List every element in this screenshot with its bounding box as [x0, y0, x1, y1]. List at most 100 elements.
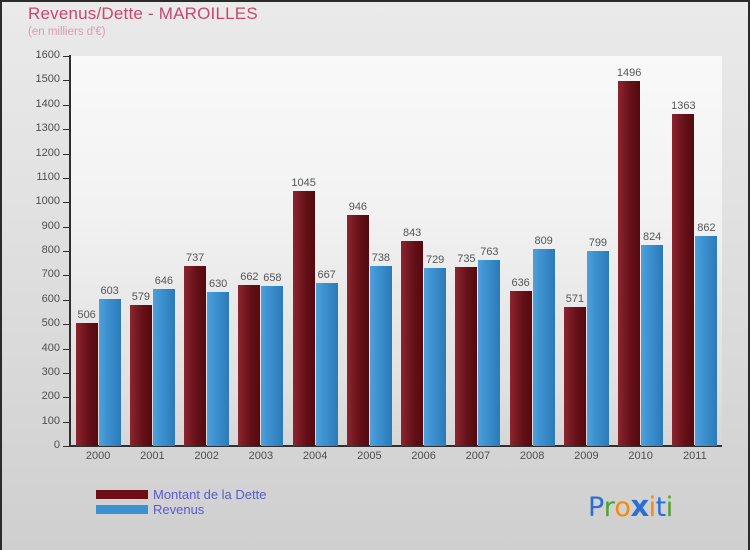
y-axis-tick — [63, 202, 71, 204]
y-axis-label: 0 — [53, 439, 60, 451]
x-axis-line — [69, 445, 722, 447]
bar-value-label: 662 — [240, 270, 259, 283]
logo-letter: x — [630, 489, 649, 523]
legend: Montant de la Dette Revenus — [96, 487, 266, 517]
title-block: Revenus/Dette - MAROILLES (en milliers d… — [28, 4, 258, 40]
bar-group: 843 729 — [401, 56, 447, 446]
logo-letter: o — [614, 492, 631, 523]
bars-layer: 506 603 579 646 737 630 662 658 1045 667 946 738 843… — [71, 56, 722, 446]
bar-value-label: 729 — [425, 254, 445, 267]
bar-value-label: 571 — [565, 292, 585, 305]
x-axis-label-2011: 2011 — [683, 450, 707, 462]
x-axis-label-2004: 2004 — [302, 450, 328, 462]
legend-item-dette[interactable]: Montant de la Dette — [96, 487, 266, 502]
y-axis-label: 1000 — [35, 195, 60, 208]
y-axis-tick — [63, 275, 71, 277]
bar-dette-2001[interactable]: 579 — [129, 291, 152, 446]
bar-dette-2005[interactable]: 946 — [346, 201, 369, 446]
bar-value-label: 735 — [457, 252, 476, 265]
y-axis-label: 400 — [41, 341, 60, 354]
bar-dette-2000[interactable]: 506 — [75, 309, 98, 446]
bar-value-label: 799 — [588, 237, 608, 250]
y-axis-tick — [63, 129, 71, 131]
y-axis-label: 1200 — [35, 146, 60, 159]
bar-dette-2004[interactable]: 1045 — [291, 177, 316, 446]
bar-revenus-2000[interactable]: 603 — [98, 285, 121, 446]
bar-group: 579 646 — [129, 56, 175, 446]
y-axis-tick — [63, 56, 71, 57]
logo-letter: i — [665, 492, 674, 523]
y-axis-tick — [63, 324, 71, 326]
bar-revenus-2005[interactable]: 738 — [369, 252, 392, 446]
bar-value-label: 630 — [208, 278, 228, 291]
bar-dette-2003[interactable]: 662 — [238, 271, 261, 446]
bar-dette-2010[interactable]: 1496 — [617, 67, 641, 446]
bar-group: 946 738 — [346, 56, 392, 446]
y-axis-tick — [63, 80, 71, 82]
chart-subtitle: (en milliers d'€) — [28, 26, 106, 38]
bar-group: 1496 824 — [617, 56, 664, 446]
bar-group: 1363 862 — [671, 56, 718, 446]
y-axis-tick — [63, 299, 71, 301]
bar-dette-2007[interactable]: 735 — [455, 253, 478, 446]
x-axis-label-2000: 2000 — [85, 450, 111, 462]
logo-letter: t — [655, 492, 667, 523]
bar-group: 662 658 — [238, 56, 284, 446]
x-axis-label-2003: 2003 — [248, 450, 274, 462]
bar-value-label: 667 — [317, 269, 336, 282]
legend-label: Montant de la Dette — [153, 487, 267, 502]
bar-revenus-2002[interactable]: 630 — [207, 278, 230, 446]
bar-revenus-2008[interactable]: 809 — [532, 235, 555, 446]
bar-revenus-2007[interactable]: 763 — [478, 246, 501, 446]
legend-item-revenus[interactable]: Revenus — [96, 502, 266, 517]
y-axis-label: 600 — [41, 292, 60, 305]
y-axis-label: 300 — [41, 365, 60, 378]
plot-area — [71, 56, 722, 446]
x-axis-label-2002: 2002 — [194, 450, 219, 462]
bar-revenus-2004[interactable]: 667 — [315, 269, 338, 446]
proxiti-logo: Proxiti — [588, 489, 673, 523]
bar-revenus-2003[interactable]: 658 — [261, 272, 284, 446]
x-axis-label-2006: 2006 — [411, 450, 436, 462]
bar-dette-2008[interactable]: 636 — [509, 277, 532, 446]
y-axis-label: 500 — [41, 317, 60, 330]
legend-swatch-revenus — [96, 505, 148, 514]
bar-value-label: 824 — [642, 231, 662, 244]
y-axis-label: 700 — [41, 268, 60, 281]
y-axis-tick — [63, 153, 71, 155]
logo-letter: r — [603, 492, 615, 523]
bar-value-label: 763 — [480, 246, 499, 259]
bar-value-label: 738 — [371, 252, 391, 265]
bar-value-label: 737 — [185, 252, 205, 265]
x-axis-label-2009: 2009 — [574, 450, 599, 462]
bar-value-label: 1496 — [616, 67, 642, 80]
x-axis-label-2007: 2007 — [465, 450, 491, 462]
bar-dette-2011[interactable]: 1363 — [671, 100, 696, 446]
y-axis-tick — [63, 421, 71, 423]
bar-dette-2002[interactable]: 737 — [184, 252, 207, 446]
x-axis-label-2001: 2001 — [140, 450, 165, 462]
bar-revenus-2011[interactable]: 862 — [695, 222, 718, 446]
logo-letter: i — [648, 492, 657, 523]
y-axis-label: 1300 — [35, 122, 60, 135]
bar-value-label: 1363 — [671, 99, 696, 112]
y-axis-label: 900 — [41, 219, 60, 232]
chart-title: Revenus/Dette - MAROILLES — [28, 4, 258, 23]
y-axis-tick — [63, 348, 71, 350]
y-axis-label: 1600 — [35, 49, 60, 61]
bar-group: 506 603 — [75, 56, 121, 446]
bar-revenus-2001[interactable]: 646 — [152, 275, 175, 446]
bar-value-label: 809 — [534, 234, 553, 247]
bar-value-label: 603 — [100, 285, 119, 298]
bar-value-label: 646 — [154, 274, 174, 287]
bar-dette-2006[interactable]: 843 — [401, 227, 424, 446]
bar-group: 1045 667 — [291, 56, 338, 446]
bar-revenus-2009[interactable]: 799 — [586, 237, 609, 446]
bar-dette-2009[interactable]: 571 — [563, 293, 586, 446]
legend-label: Revenus — [153, 502, 205, 517]
bar-revenus-2006[interactable]: 729 — [424, 254, 447, 446]
y-axis-tick — [63, 397, 71, 399]
bar-revenus-2010[interactable]: 824 — [641, 231, 664, 446]
bar-value-label: 946 — [348, 201, 368, 214]
